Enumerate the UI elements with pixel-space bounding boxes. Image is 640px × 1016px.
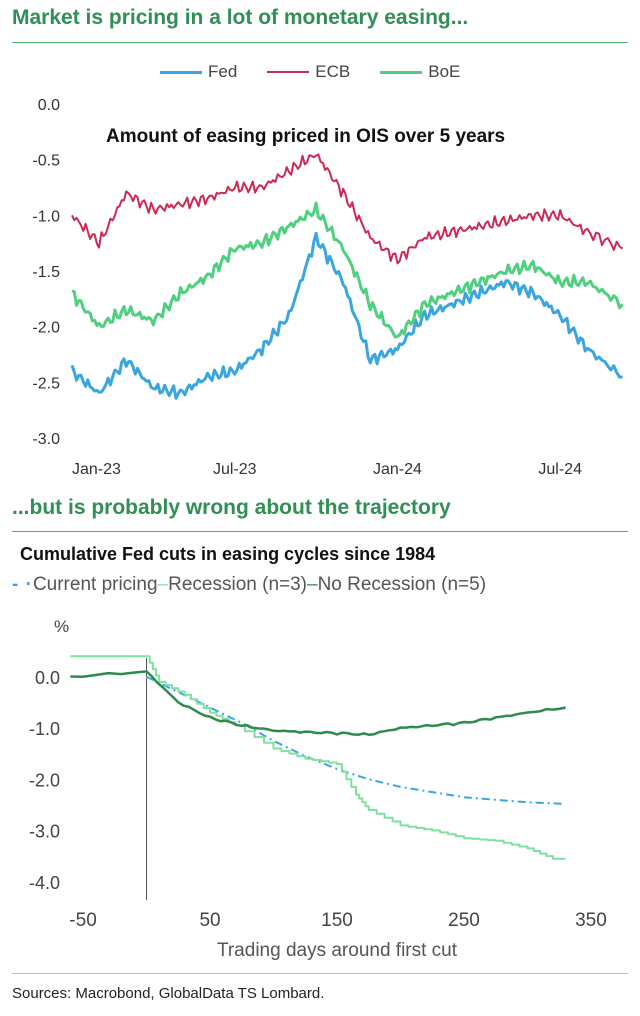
chart2-xtick-label: 150 [321,910,353,931]
legend-current-marker: - · [12,574,33,595]
chart1-xtick-label: Jul-23 [213,461,257,478]
chart1-ytick-label: -2.5 [32,375,60,392]
chart1-series-boe [71,201,624,339]
source-note: Sources: Macrobond, GlobalData TS Lombar… [12,985,325,1002]
chart1-ytick-label: -0.5 [32,153,60,170]
chart2-svg: % 0.0 -1.0 -2.0 -3.0 -4.0 -50 50 150 250 350 Tradin… [29,617,607,961]
chart2-ytick-label: -3.0 [29,822,60,842]
legend-current-label: Current pricing [32,574,158,595]
chart2-legend: - ·Current pricing–Recession (n=3)–No Re… [12,574,486,596]
bottom-heading-rule [12,531,628,532]
chart2-xtick-label: 50 [199,910,220,931]
chart2-ytick-label: -4.0 [29,873,60,893]
chart1-title: Amount of easing priced in OIS over 5 ye… [106,126,506,147]
chart2-series-recession [70,655,566,860]
legend-fed: Fed [160,62,237,82]
chart1-ytick-label: 0.0 [38,97,60,114]
legend-norecession-marker: – [307,574,318,595]
legend-fed-swatch [160,70,202,74]
source-rule [12,973,628,974]
chart2-series-current-pricing [146,675,566,805]
top-heading: Market is pricing in a lot of monetary e… [12,6,469,29]
chart1-ytick-label: -3.0 [32,431,60,448]
chart2-xlabel: Trading days around first cut [217,940,458,961]
chart1-svg: 0.0 -0.5 -1.0 -1.5 -2.0 -2.5 -3.0 Jan-23 Jul-23 J… [32,97,624,478]
chart2-ytick-label: -1.0 [29,719,60,739]
chart1-xtick-label: Jul-24 [538,461,582,478]
legend-fed-label: Fed [208,62,238,81]
chart2-ylabel: % [54,617,69,636]
legend-recession-marker: – [157,574,169,595]
legend-boe: BoE [380,62,460,82]
chart2-ytick-label: -2.0 [29,770,60,790]
legend-recession-label: Recession (n=3) [168,574,307,595]
chart2-xtick-label: -50 [69,910,96,931]
legend-ecb-swatch [267,71,310,73]
bottom-heading: ...but is probably wrong about the traje… [12,496,451,519]
legend-boe-label: BoE [428,62,461,81]
chart2-xtick-label: 350 [575,910,607,931]
legend-ecb-label: ECB [315,62,351,81]
chart1-ytick-label: -2.0 [32,320,60,337]
chart1-series-ecb [71,153,624,265]
chart2-title: Cumulative Fed cuts in easing cycles sin… [20,544,436,564]
chart1-legend: Fed ECB BoE [160,62,490,82]
chart1-series-fed [70,231,623,400]
chart2-xtick-label: 250 [448,910,480,931]
chart1-xtick-label: Jan-24 [373,461,422,478]
legend-boe-swatch [380,70,423,74]
legend-ecb: ECB [267,62,350,82]
chart1-ytick-label: -1.5 [32,264,60,281]
chart1-ytick-label: -1.0 [32,208,60,225]
top-heading-rule [12,42,628,43]
chart2-series-no-recession [70,670,566,737]
chart2-ytick-label: 0.0 [35,668,60,688]
chart1-xtick-label: Jan-23 [72,461,121,478]
legend-norecession-label: No Recession (n=5) [317,574,487,595]
